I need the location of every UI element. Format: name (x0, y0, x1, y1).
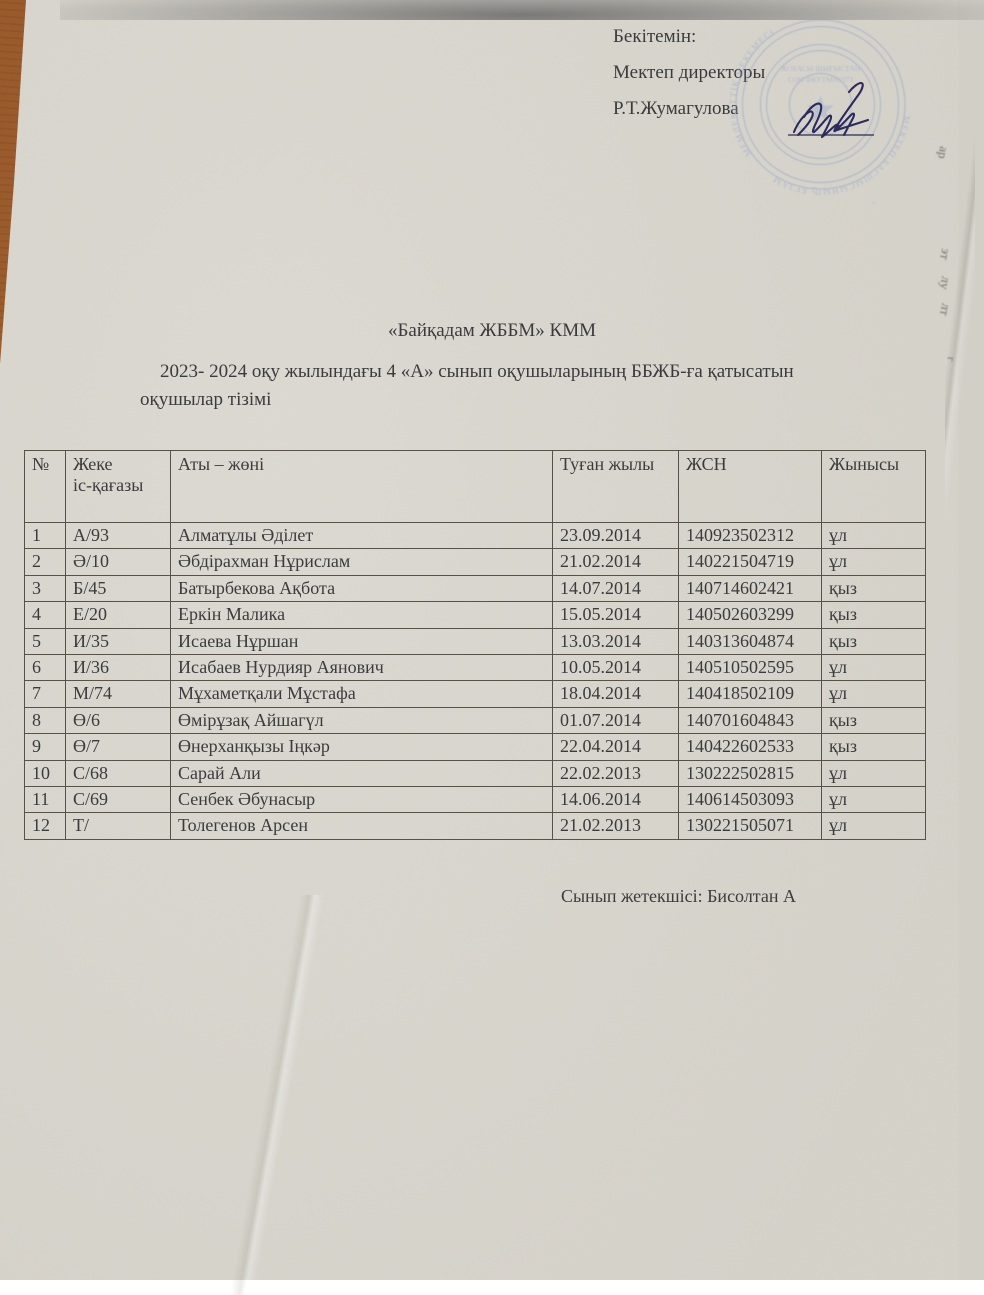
svg-text:* ҦАЛАДАН: * ҦАЛАДАН (869, 200, 908, 204)
svg-text:ЖОБАСЫ ШЫҒЫСТАН: ЖОБАСЫ ШЫҒЫСТАН (781, 64, 861, 73)
